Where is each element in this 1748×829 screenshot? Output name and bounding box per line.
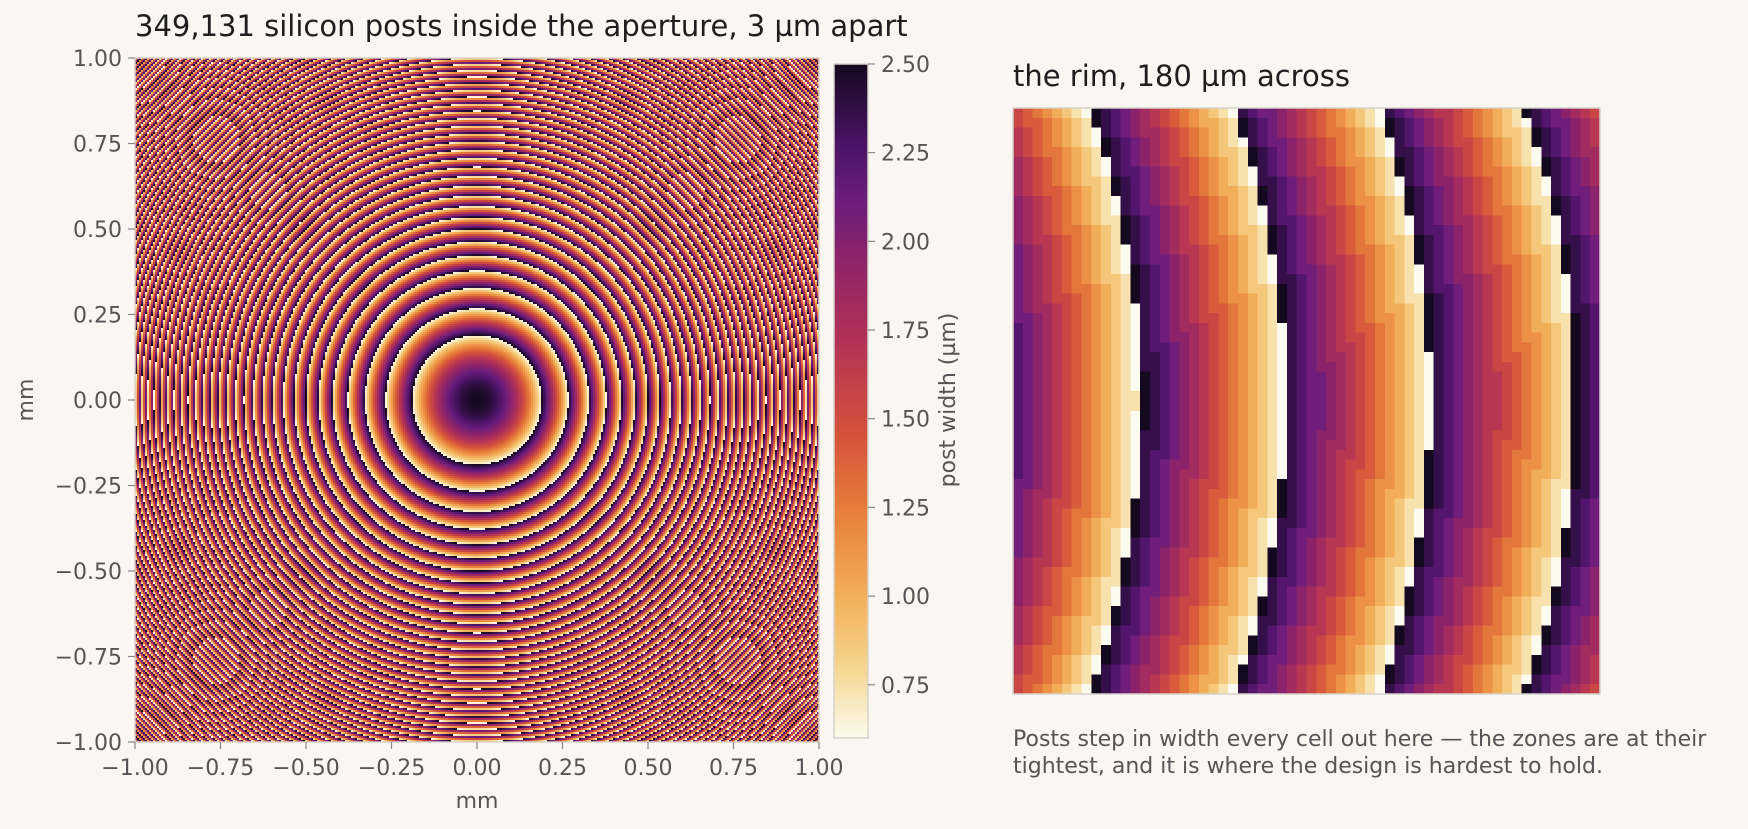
x-tick-label: −0.50	[272, 756, 339, 781]
y-tick-label: 1.00	[73, 47, 122, 72]
rim-heatmap-frame	[1012, 107, 1601, 695]
y-tick-label: −0.25	[55, 475, 122, 500]
colorbar	[833, 63, 869, 739]
colorbar-tick-label: 2.25	[881, 142, 930, 167]
colorbar-tick-label: 1.50	[881, 408, 930, 433]
x-tick-label: 0.50	[624, 756, 673, 781]
y-tick-label: 0.00	[73, 389, 122, 414]
x-tick-label: −0.75	[187, 756, 254, 781]
x-axis: −1.00 −0.75 −0.50 −0.25 0.00 0.25 0.50 0.75 1.00	[101, 742, 843, 781]
y-tick-label: 0.75	[73, 133, 122, 158]
y-tick-label: 0.50	[73, 218, 122, 243]
x-tick-label: 1.00	[795, 756, 844, 781]
aperture-heatmap	[135, 58, 819, 742]
colorbar-tick-label: 2.00	[881, 230, 930, 255]
x-tick-label: −1.00	[101, 756, 168, 781]
figure-caption: Posts step in width every cell out here …	[1013, 727, 1707, 779]
x-tick-label: 0.75	[709, 756, 758, 781]
main-chart-title: 349,131 silicon posts inside the apertur…	[135, 9, 908, 43]
colorbar-tick-label: 0.75	[881, 674, 930, 699]
y-tick-label: −0.75	[55, 646, 122, 671]
colorbar-tick-label: 1.75	[881, 319, 930, 344]
colorbar-tick-label: 2.50	[881, 53, 930, 78]
x-tick-label: 0.00	[453, 756, 502, 781]
rim-chart-title: the rim, 180 µm across	[1013, 59, 1350, 93]
colorbar-tick-label: 1.25	[881, 496, 930, 521]
rim-heatmap-container	[1013, 108, 1600, 694]
colorbar-axis: 2.50 2.25 2.00 1.75 1.50 1.25 1.00 0.75	[868, 53, 930, 699]
x-axis-label: mm	[456, 789, 499, 814]
y-tick-label: 0.25	[73, 304, 122, 329]
aperture-heatmap-container	[135, 58, 819, 742]
y-axis-label: mm	[14, 379, 39, 422]
y-tick-label: −1.00	[55, 731, 122, 756]
y-axis: 1.00 0.75 0.50 0.25 0.00 −0.25 −0.50 −0.75 −1.00	[55, 47, 135, 756]
y-tick-label: −0.50	[55, 560, 122, 585]
rim-heatmap	[1013, 108, 1600, 694]
x-tick-label: −0.25	[358, 756, 425, 781]
colorbar-label: post width (µm)	[936, 313, 961, 488]
x-tick-label: 0.25	[538, 756, 587, 781]
colorbar-tick-label: 1.00	[881, 585, 930, 610]
